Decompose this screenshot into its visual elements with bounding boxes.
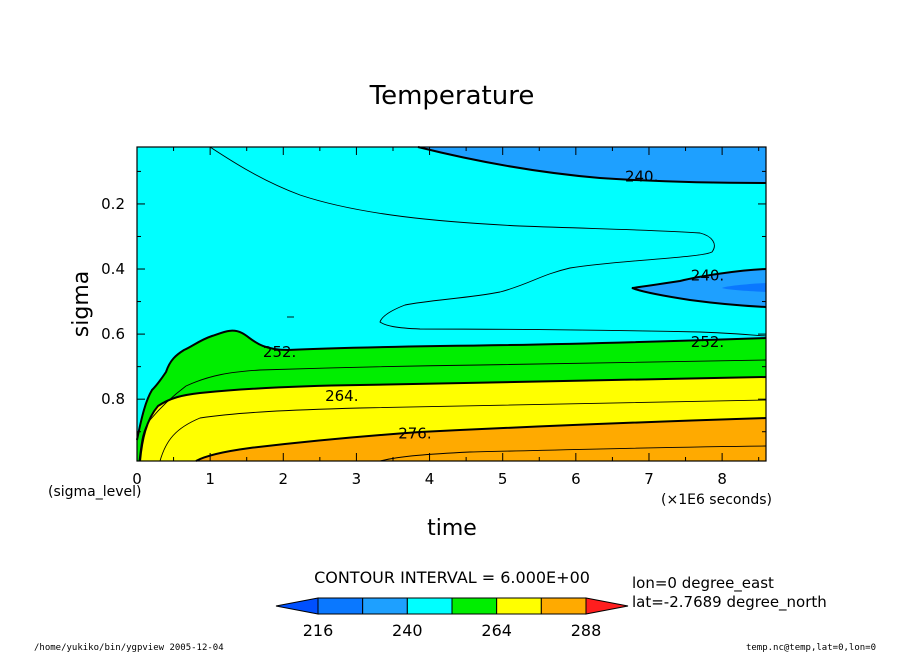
contour-label: 240. [625,167,658,185]
y-tick-label: 0.4 [101,260,125,278]
contour-258 [138,359,767,462]
colorbar-tick-label: 240 [392,621,423,640]
lon-annotation: lon=0 degree_east [632,574,774,593]
contour-240-tongue [631,268,767,308]
y-unit-note: (sigma_level) [48,484,142,500]
colorbar-over-triangle [585,597,629,615]
fill-cold-tongue [632,269,766,307]
contour-lines [136,146,767,462]
contour-label: 252. [691,333,724,351]
contour-label: 276. [398,424,431,442]
contour-labels: 240. 240. 252. 252. 264. 276. [263,167,724,442]
plot-frame [136,146,767,462]
contour-276 [195,417,767,462]
y-tick-label: 0.6 [101,325,125,343]
y-tick-label: 0.2 [101,195,125,213]
contour-264 [139,376,767,462]
contour-246 [209,146,767,337]
x-tick-label: 6 [571,470,581,488]
contour-270 [159,399,767,462]
colorbar-box [451,597,498,615]
contour-label: 252. [263,343,296,361]
colorbar-box [362,597,408,615]
x-unit-note: (×1E6 seconds) [661,492,772,508]
contour-label: 264. [325,387,358,405]
colorbar: 216 240 264 288 [275,597,629,640]
contour-240-top [417,146,767,184]
x-tick-label: 7 [644,470,654,488]
x-tick-label: 4 [425,470,435,488]
x-tick-label: 0 [132,470,142,488]
contour-label: 240. [691,267,724,285]
contour-252 [136,329,767,441]
contour-interval: CONTOUR INTERVAL = 6.000E+00 [314,568,590,587]
colorbar-tick-label: 264 [481,621,512,640]
colorbar-tick-label: 288 [571,621,602,640]
x-tick-label: 8 [717,470,727,488]
contour-282 [379,445,767,462]
y-axis-label: sigma [69,271,94,337]
colorbar-tick-label: 216 [303,621,334,640]
fill-cold-top [418,147,766,183]
footer-right: temp.nc@temp,lat=0,lon=0 [746,643,876,653]
footer-left: /home/yukiko/bin/ygpview 2005-12-04 [34,643,224,653]
colorbar-box [540,597,587,615]
colorbar-under-triangle [275,597,319,615]
contour-fills [137,147,766,461]
fill-colder-core [722,283,766,292]
x-tick-label: 2 [279,470,289,488]
lat-annotation: lat=-2.7689 degree_north [632,593,827,612]
chart-title: Temperature [369,81,535,111]
fill-orange [196,418,766,461]
x-tick-label: 5 [498,470,508,488]
x-axis: 0 1 2 3 4 5 6 7 8 [132,147,760,488]
y-axis: 0.2 0.4 0.6 0.8 [101,170,766,433]
x-tick-label: 1 [205,470,215,488]
x-axis-label: time [427,516,477,541]
colorbar-box [496,597,542,615]
colorbar-box [406,597,453,615]
x-tick-label: 3 [352,470,362,488]
y-tick-label: 0.8 [101,390,125,408]
colorbar-box [317,597,364,615]
